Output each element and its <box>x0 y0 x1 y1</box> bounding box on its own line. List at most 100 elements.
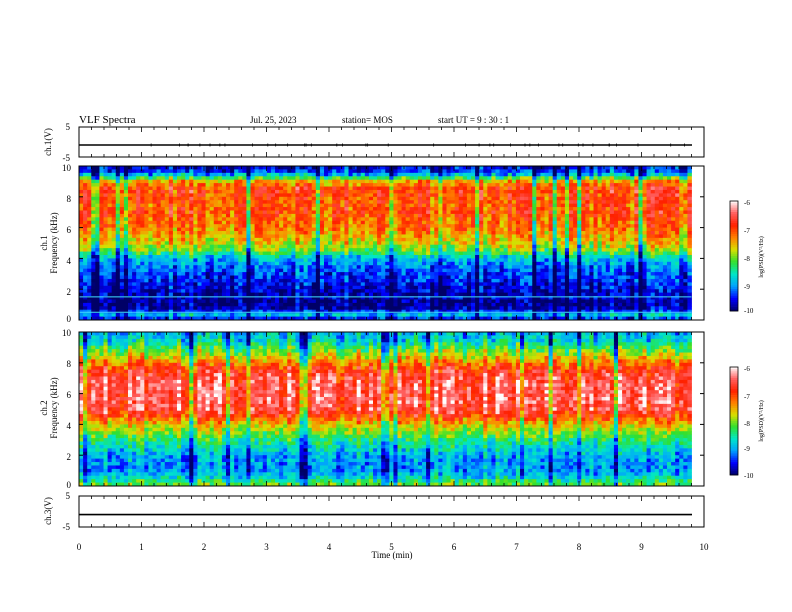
spectrogram-cell <box>368 169 374 174</box>
spectrogram-cell <box>573 203 578 208</box>
spectrogram-cell <box>213 217 219 222</box>
spectrogram-cell <box>442 200 447 205</box>
spectrogram-cell <box>152 217 157 222</box>
spectrogram-cell <box>340 217 345 222</box>
spectrogram-cell <box>270 193 276 198</box>
spectrogram-cell <box>618 224 623 228</box>
spectrogram-cell <box>495 258 500 263</box>
spectrogram-cell <box>234 241 239 246</box>
spectrogram-cell <box>201 179 206 184</box>
spectrogram-cell <box>658 166 664 170</box>
spectrogram-cell <box>221 254 227 259</box>
spectrogram-cell <box>491 213 496 218</box>
spectrogram-cell <box>99 227 104 232</box>
spectrogram-cell <box>556 213 562 218</box>
spectrogram-cell <box>164 166 170 170</box>
spectrogram-cell <box>181 220 186 225</box>
spectrogram-cell <box>352 268 358 273</box>
spectrogram-cell <box>103 244 108 249</box>
spectrogram-cell <box>458 248 464 252</box>
spectrogram-cell <box>540 166 545 170</box>
spectrogram-cell <box>83 189 88 194</box>
spectrogram-cell <box>99 248 104 252</box>
spectrogram-cell <box>119 220 125 225</box>
spectrogram-cell <box>662 200 668 205</box>
spectrogram-cell <box>622 210 627 215</box>
spectrogram-cell <box>307 268 313 273</box>
spectrogram-cell <box>291 244 296 249</box>
spectrogram-cell <box>491 166 496 170</box>
spectrogram-cell <box>213 258 219 263</box>
spectrogram-cell <box>168 186 174 191</box>
spectrogram-cell <box>662 179 668 184</box>
spectrogram-cell <box>573 166 578 170</box>
spectrogram-cell <box>287 261 292 266</box>
spectrogram-cell <box>213 210 219 215</box>
spectrogram-cell <box>483 231 488 235</box>
spectrogram-cell <box>99 224 104 228</box>
spectrogram-cell <box>295 172 300 177</box>
spectrogram-cell <box>662 183 668 187</box>
spectrogram-cell <box>83 254 88 259</box>
spectrogram-cell <box>352 244 358 249</box>
spectrogram-cell <box>115 210 121 215</box>
spectrogram-cell <box>491 265 496 270</box>
spectrogram-cell <box>213 183 219 187</box>
spectrogram-cell <box>103 237 108 242</box>
spectrogram-cell <box>172 231 178 235</box>
spectrogram-cell <box>589 272 594 276</box>
spectrogram-cell <box>385 234 390 239</box>
spectrogram-cell <box>160 196 166 201</box>
spectrogram-cell <box>279 261 284 266</box>
spectrogram-cell <box>426 183 431 187</box>
spectrogram-cell <box>83 265 88 270</box>
spectrogram-cell <box>319 169 325 174</box>
spectrogram-cell <box>442 275 447 280</box>
spectrogram-cell <box>258 176 264 181</box>
spectrogram-cell <box>324 275 329 280</box>
spectrogram-cell <box>413 210 419 215</box>
spectrogram-cell <box>299 227 304 232</box>
spectrogram-cell <box>548 220 554 225</box>
spectrogram-cell <box>679 224 684 228</box>
spectrogram-cell <box>520 172 525 177</box>
spectrogram-cell <box>569 196 574 201</box>
spectrogram-cell <box>238 210 243 215</box>
spectrogram-cell <box>393 237 398 242</box>
spectrogram-cell <box>438 176 443 181</box>
spectrogram-cell <box>618 176 623 181</box>
spectrogram-cell <box>189 248 194 252</box>
spectrogram-cell <box>226 200 231 205</box>
spectrogram-cell <box>593 231 598 235</box>
spectrogram-cell <box>193 258 198 263</box>
spectrogram-cell <box>128 227 133 232</box>
spectrogram-cell <box>213 244 219 249</box>
spectrogram-cell <box>634 186 639 191</box>
spectrogram-cell <box>446 186 451 191</box>
spectrogram-cell <box>573 172 578 177</box>
spectrogram-cell <box>107 179 113 184</box>
spectrogram-cell <box>446 210 451 215</box>
spectrogram-cell <box>569 179 574 184</box>
spectrogram-cell <box>156 254 162 259</box>
spectrogram-cell <box>336 241 341 246</box>
spectrogram-cell <box>303 166 309 170</box>
spectrogram-cell <box>95 210 100 215</box>
spectrogram-cell <box>622 176 627 181</box>
spectrogram-cell <box>99 179 104 184</box>
spectrogram-cell <box>217 227 223 232</box>
spectrogram-cell <box>185 224 190 228</box>
spectrogram-cell <box>540 261 545 266</box>
spectrogram-cell <box>177 261 182 266</box>
spectrogram-cell <box>671 237 676 242</box>
spectrogram-cell <box>503 248 509 252</box>
spectrogram-cell <box>103 231 108 235</box>
spectrogram-cell <box>679 227 684 232</box>
spectrogram-cell <box>417 237 423 242</box>
spectrogram-cell <box>156 241 162 246</box>
spectrogram-cell <box>197 200 202 205</box>
spectrogram-cell <box>95 231 100 235</box>
spectrogram-cell <box>303 172 309 177</box>
spectrogram-cell <box>405 203 411 208</box>
spectrogram-cell <box>238 237 243 242</box>
